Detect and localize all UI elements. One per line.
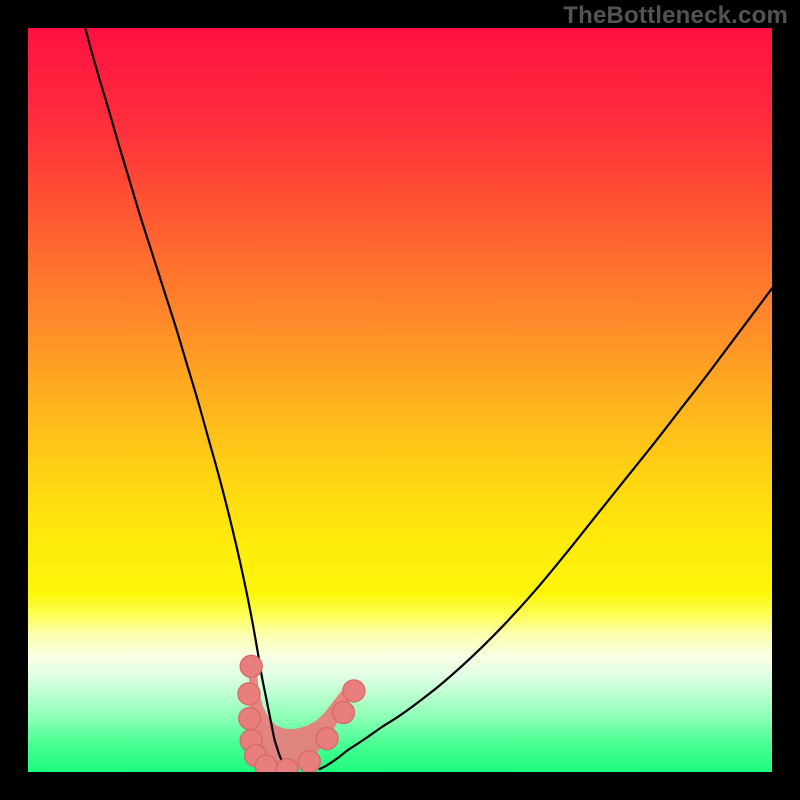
watermark-text: TheBottleneck.com bbox=[563, 2, 788, 30]
data-point bbox=[343, 680, 365, 702]
chart-svg bbox=[28, 28, 772, 772]
data-point bbox=[298, 751, 320, 772]
data-point bbox=[240, 655, 262, 677]
data-point bbox=[316, 728, 338, 750]
data-point bbox=[239, 707, 261, 729]
chart-frame: TheBottleneck.com bbox=[0, 0, 800, 800]
plot-area bbox=[28, 28, 772, 772]
data-point bbox=[332, 701, 354, 723]
gradient-background bbox=[28, 28, 772, 772]
data-point bbox=[238, 683, 260, 705]
data-point bbox=[255, 755, 277, 772]
